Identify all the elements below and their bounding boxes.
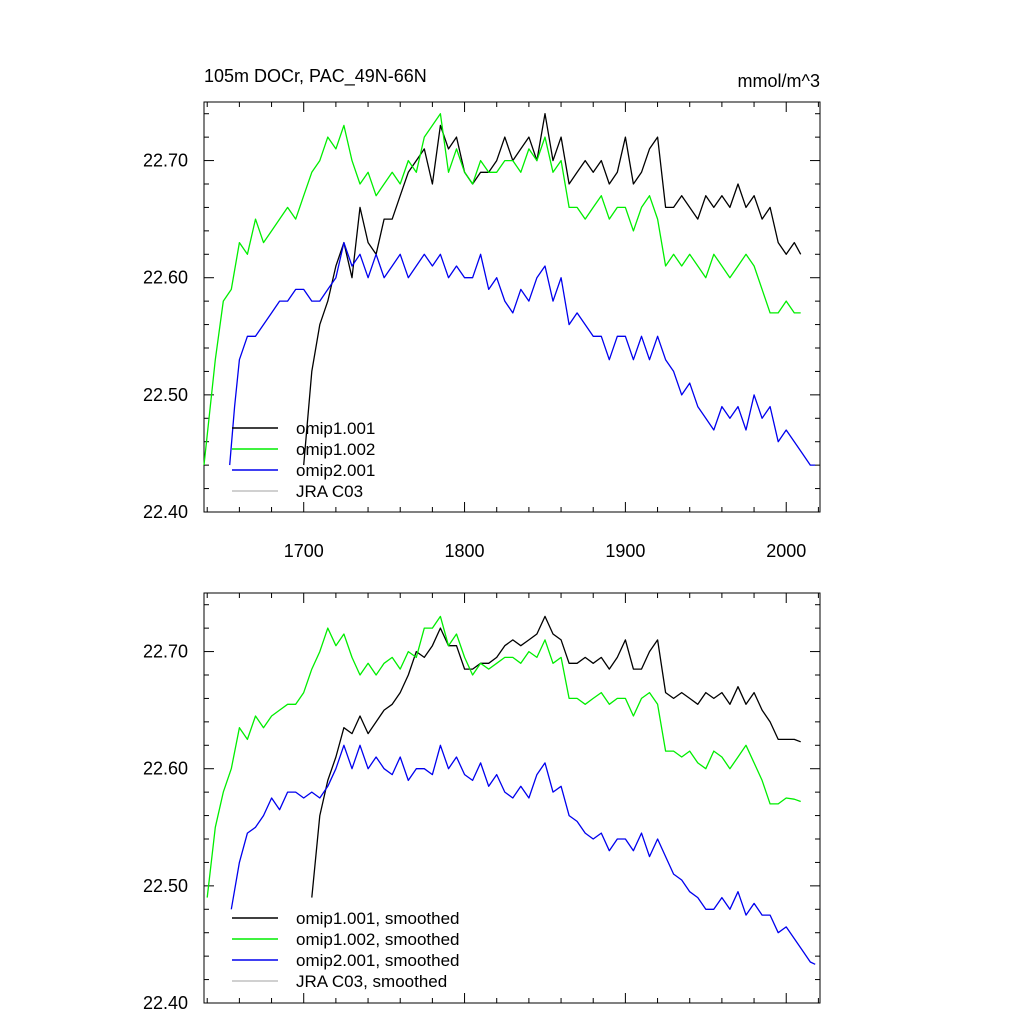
x-tick-label: 1700 — [284, 541, 324, 561]
y-tick-label: 22.60 — [143, 759, 188, 779]
chart-title: 105m DOCr, PAC_49N-66N — [204, 66, 427, 87]
legend: omip1.001, smoothed omip1.002, smoothed om… — [232, 909, 460, 991]
x-tick-label: 1900 — [605, 541, 645, 561]
legend-label: omip2.001 — [296, 461, 375, 480]
y-tick-label: 22.70 — [143, 642, 188, 662]
legend-label: JRA C03, smoothed — [296, 972, 447, 991]
y-tick-label: 22.70 — [143, 151, 188, 171]
series-line-1 — [303, 113, 802, 466]
legend-label: omip1.001, smoothed — [296, 909, 460, 928]
legend-label: JRA C03 — [296, 482, 363, 501]
plot-frame — [203, 592, 821, 1004]
legend-label: omip1.002 — [296, 440, 375, 459]
y-tick-label: 22.50 — [143, 385, 188, 405]
y-tick-label: 22.40 — [143, 993, 188, 1013]
x-tick-label: 1800 — [445, 541, 485, 561]
plot-frame — [203, 101, 821, 513]
y-tick-label: 22.40 — [143, 502, 188, 522]
series-line-2 — [203, 113, 801, 466]
legend-label: omip2.001, smoothed — [296, 951, 460, 970]
y-tick-label: 22.50 — [143, 876, 188, 896]
top-panel: 105m DOCr, PAC_49N-66N mmol/m^3 1700 1800… — [143, 66, 821, 561]
y-tick-label: 22.60 — [143, 268, 188, 288]
series-line-2 — [206, 615, 801, 898]
legend-label: omip1.001 — [296, 419, 375, 438]
legend: omip1.001 omip1.002 omip2.001 JRA C03 — [232, 419, 375, 501]
series-line-1 — [311, 615, 801, 898]
series-line-3 — [229, 241, 816, 466]
series-line-3 — [230, 744, 816, 965]
x-tick-label: 2000 — [766, 541, 806, 561]
units-label: mmol/m^3 — [738, 71, 820, 91]
legend-label: omip1.002, smoothed — [296, 930, 460, 949]
